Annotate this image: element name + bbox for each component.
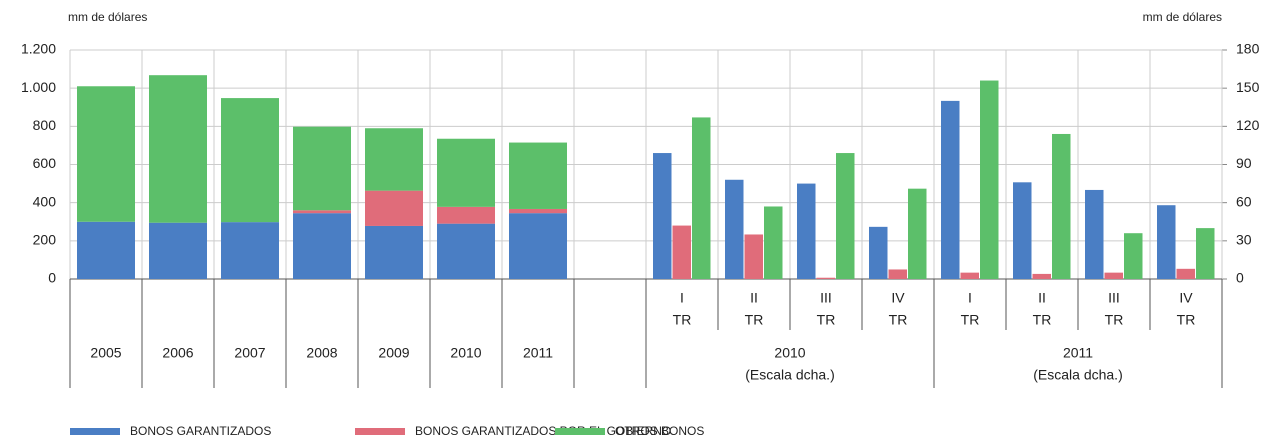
bar bbox=[888, 269, 907, 279]
bar-segment bbox=[365, 128, 423, 191]
bar bbox=[1196, 228, 1215, 279]
quarter-label: TR bbox=[1033, 312, 1052, 328]
x-tick-label: 2009 bbox=[378, 345, 409, 361]
bar bbox=[1013, 182, 1032, 279]
legend-swatch bbox=[355, 428, 405, 435]
bar bbox=[836, 153, 855, 279]
bar bbox=[764, 206, 783, 279]
y-axis-label: mm de dólares bbox=[68, 10, 147, 24]
legend-swatch bbox=[555, 428, 605, 435]
x-tick-label: 2005 bbox=[90, 345, 121, 361]
x-tick-label: 2008 bbox=[306, 345, 337, 361]
y2-axis-label: mm de dólares bbox=[1143, 10, 1222, 24]
quarter-label: TR bbox=[673, 312, 692, 328]
bar bbox=[692, 117, 711, 279]
x-tick-label: 2007 bbox=[234, 345, 265, 361]
y2-tick-label: 30 bbox=[1236, 232, 1252, 248]
quarter-label: I bbox=[968, 290, 972, 306]
quarter-label: TR bbox=[961, 312, 980, 328]
bar bbox=[1157, 205, 1176, 279]
bar bbox=[1032, 273, 1051, 279]
y2-tick-label: 0 bbox=[1236, 270, 1244, 286]
y2-tick-label: 150 bbox=[1236, 79, 1260, 95]
bar bbox=[960, 272, 979, 279]
legend-label: BONOS GARANTIZADOS POR EL GOBIERNO bbox=[415, 424, 671, 438]
bar bbox=[1052, 133, 1071, 279]
bar-segment bbox=[509, 208, 567, 214]
bar bbox=[980, 80, 999, 280]
quarter-label: TR bbox=[889, 312, 908, 328]
bar bbox=[672, 225, 691, 279]
legend-label: OTROS BONOS bbox=[615, 424, 704, 438]
y-tick-label: 200 bbox=[33, 232, 57, 248]
y-tick-label: 1.200 bbox=[21, 41, 56, 57]
bar bbox=[908, 188, 927, 279]
y2-tick-label: 180 bbox=[1236, 41, 1260, 57]
group-label: 2010 bbox=[774, 345, 805, 361]
x-tick-label: 2010 bbox=[450, 345, 481, 361]
legend-swatch bbox=[70, 428, 120, 435]
bar bbox=[1104, 272, 1123, 279]
y2-tick-label: 90 bbox=[1236, 155, 1252, 171]
quarter-label: I bbox=[680, 290, 684, 306]
quarter-label: IV bbox=[891, 290, 905, 306]
x-tick-label: 2011 bbox=[523, 345, 553, 361]
bar bbox=[1176, 268, 1195, 279]
bar-segment bbox=[221, 98, 279, 223]
bar bbox=[797, 183, 816, 279]
y2-tick-label: 120 bbox=[1236, 117, 1260, 133]
y-tick-label: 600 bbox=[33, 155, 57, 171]
quarter-label: III bbox=[820, 290, 832, 306]
bar-segment bbox=[149, 75, 207, 223]
x-tick-label: 2006 bbox=[162, 345, 193, 361]
quarter-label: IV bbox=[1179, 290, 1193, 306]
quarter-label: II bbox=[750, 290, 758, 306]
bar-segment bbox=[221, 222, 279, 279]
bar-segment bbox=[437, 223, 495, 279]
bar bbox=[941, 100, 960, 279]
quarter-label: TR bbox=[1177, 312, 1196, 328]
bar bbox=[816, 277, 835, 279]
y2-tick-label: 60 bbox=[1236, 193, 1252, 209]
bar-segment bbox=[437, 206, 495, 224]
quarter-label: TR bbox=[1105, 312, 1124, 328]
quarter-label: TR bbox=[817, 312, 836, 328]
bar bbox=[653, 153, 672, 279]
y-tick-label: 400 bbox=[33, 193, 57, 209]
bar-segment bbox=[77, 221, 135, 279]
y-tick-label: 0 bbox=[48, 270, 56, 286]
bar-segment bbox=[365, 190, 423, 226]
bar-segment bbox=[509, 142, 567, 209]
bar bbox=[725, 179, 744, 279]
y-tick-label: 1.000 bbox=[21, 79, 56, 95]
quarter-label: II bbox=[1038, 290, 1046, 306]
bar-segment bbox=[149, 222, 207, 279]
quarter-label: III bbox=[1108, 290, 1120, 306]
bar-segment bbox=[509, 213, 567, 279]
bar bbox=[869, 226, 888, 279]
bar-segment bbox=[293, 210, 351, 214]
quarter-label: TR bbox=[745, 312, 764, 328]
bar bbox=[744, 234, 763, 279]
bar-segment bbox=[77, 86, 135, 222]
bar bbox=[1124, 233, 1143, 279]
group-note: (Escala dcha.) bbox=[745, 367, 834, 383]
bar bbox=[1085, 189, 1104, 279]
legend-label: BONOS GARANTIZADOS bbox=[130, 424, 271, 438]
y-tick-label: 800 bbox=[33, 117, 57, 133]
bar-segment bbox=[293, 126, 351, 211]
bar-segment bbox=[437, 138, 495, 207]
bar-segment bbox=[365, 225, 423, 279]
bar-segment bbox=[293, 213, 351, 279]
group-note: (Escala dcha.) bbox=[1033, 367, 1122, 383]
group-label: 2011 bbox=[1063, 345, 1093, 361]
